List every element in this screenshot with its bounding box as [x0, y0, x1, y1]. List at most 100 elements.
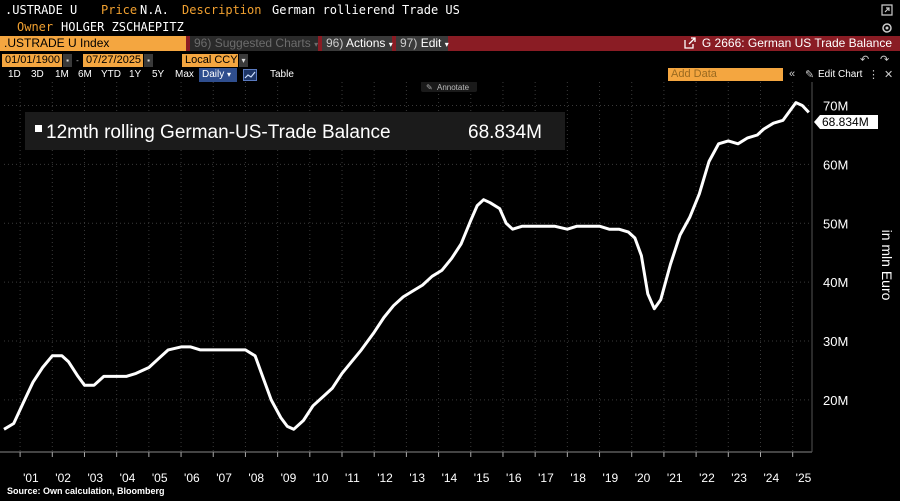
frequency-select[interactable]: Daily ▾ — [199, 68, 237, 82]
edit-menu-button[interactable]: 97) Edit ▾ — [396, 36, 449, 51]
owner-value: HOLGER ZSCHAEPITZ — [61, 20, 184, 34]
description-label: Description — [182, 3, 262, 17]
x-tick-label: '21 — [667, 471, 683, 485]
last-value-tag: 68.834M — [814, 115, 878, 129]
chart-window-title: G 2666: German US Trade Balance — [684, 36, 892, 51]
y-tick-label: 50M — [823, 216, 848, 231]
grid — [4, 82, 812, 452]
table-toggle[interactable]: Table — [270, 69, 294, 80]
y-tick-label: 20M — [823, 393, 848, 408]
period-1y[interactable]: 1Y — [129, 69, 142, 80]
x-tick-label: '09 — [281, 471, 297, 485]
start-date-input[interactable]: 01/01/1900 — [2, 54, 62, 67]
owner-label: Owner — [17, 20, 54, 34]
annotate-button[interactable]: ✎ Annotate — [421, 82, 477, 92]
chevron-down-icon: ▾ — [444, 40, 449, 49]
x-tick-label: '15 — [474, 471, 490, 485]
period-5y[interactable]: 5Y — [152, 69, 165, 80]
suggested-charts-button[interactable]: 96) Suggested Charts ▾ — [190, 36, 318, 51]
y-tick-label: 70M — [823, 99, 848, 114]
collapse-icon[interactable]: « — [789, 68, 796, 80]
x-tick-label: '02 — [55, 471, 71, 485]
x-tick-label: '12 — [377, 471, 393, 485]
x-tick-label: '07 — [216, 471, 232, 485]
y-tick-label: 30M — [823, 334, 848, 349]
end-date-input[interactable]: 07/27/2025 — [83, 54, 143, 67]
x-tick-label: '22 — [699, 471, 715, 485]
edit-label: Edit — [420, 36, 442, 50]
x-tick-label: '03 — [87, 471, 103, 485]
close-icon[interactable]: ✕ — [884, 69, 894, 81]
actions-num: 96) — [326, 36, 344, 50]
period-ytd[interactable]: YTD — [101, 69, 121, 80]
series-line — [3, 101, 810, 431]
x-tick-label: '11 — [345, 471, 360, 485]
period-bar: 1D 3D 1M 6M YTD 1Y 5Y Max Daily ▾ Table … — [0, 68, 900, 82]
edit-num: 97) — [400, 36, 418, 50]
x-tick-label: '16 — [506, 471, 522, 485]
last-value-tag-text: 68.834M — [822, 115, 869, 129]
security-header: .USTRADE U Price N.A. Description German… — [0, 0, 900, 19]
chevron-down-icon: ▾ — [388, 40, 393, 49]
price-value: N.A. — [140, 3, 169, 17]
x-tick-label: '14 — [442, 471, 458, 485]
actions-label: Actions — [346, 36, 386, 50]
chevron-down-icon[interactable]: ▾ — [239, 54, 248, 67]
undo-icon[interactable]: ↶ — [860, 54, 870, 66]
add-data-input[interactable]: Add Data — [668, 68, 783, 81]
x-tick-label: '19 — [603, 471, 619, 485]
edit-chart-button[interactable]: Edit Chart — [818, 69, 863, 80]
x-tick-label: '17 — [538, 471, 554, 485]
y-axis: 20M 30M 40M 50M 60M 70M — [823, 99, 848, 408]
legend-background — [25, 112, 565, 150]
x-tick-label: '23 — [731, 471, 747, 485]
x-tick-label: '25 — [796, 471, 812, 485]
x-axis: '01 '02 '03 '04 '05 '06 '07 '08 '09 '10 '11 '12 '13 '… — [0, 82, 813, 485]
toolbar: .USTRADE U Index 96) Suggested Charts ▾ … — [0, 36, 900, 51]
y-tick-label: 60M — [823, 157, 848, 172]
frequency-label: Daily — [202, 69, 225, 80]
calendar-icon[interactable]: ▪ — [63, 54, 72, 67]
period-1d[interactable]: 1D — [8, 69, 21, 80]
calendar-icon[interactable]: ▪ — [144, 54, 153, 67]
suggested-num: 96) — [194, 36, 212, 50]
period-max[interactable]: Max — [175, 69, 194, 80]
legend-swatch — [35, 125, 42, 132]
date-controls: 01/01/1900 ▪ - 07/27/2025 ▪ Local CCY ▾ … — [0, 53, 900, 67]
x-tick-label: '10 — [313, 471, 329, 485]
actions-menu-button[interactable]: 96) Actions ▾ — [322, 36, 393, 51]
description-value: German rollierend Trade US — [272, 3, 460, 17]
owner-row: Owner HOLGER ZSCHAEPITZ — [0, 19, 900, 36]
currency-select[interactable]: Local CCY — [182, 54, 238, 67]
x-tick-label: '20 — [635, 471, 651, 485]
more-options-icon[interactable]: ⋮ — [868, 69, 879, 81]
period-1m[interactable]: 1M — [55, 69, 69, 80]
y-axis-label: in mln Euro — [879, 230, 895, 301]
period-3d[interactable]: 3D — [31, 69, 44, 80]
period-6m[interactable]: 6M — [78, 69, 92, 80]
chart-window-title-text: G 2666: German US Trade Balance — [701, 36, 892, 50]
x-tick-label: '01 — [23, 471, 39, 485]
edit-pencil-icon: ✎ — [426, 83, 433, 92]
edit-chart-icon[interactable]: ✎ — [805, 69, 815, 81]
legend: 12mth rolling German-US-Trade Balance 68… — [25, 112, 565, 150]
redo-icon[interactable]: ↷ — [880, 54, 890, 66]
external-link-icon[interactable] — [684, 37, 696, 53]
x-tick-label: '06 — [184, 471, 200, 485]
x-tick-label: '18 — [570, 471, 586, 485]
chevron-down-icon: ▾ — [314, 40, 319, 49]
security-field[interactable]: .USTRADE U Index — [0, 36, 186, 51]
price-label: Price — [101, 3, 138, 17]
date-separator: - — [73, 54, 82, 67]
expand-icon[interactable] — [880, 3, 894, 20]
legend-title: 12mth rolling German-US-Trade Balance — [46, 122, 391, 143]
line-chart-icon[interactable] — [243, 69, 257, 84]
source-note: Source: Own calculation, Bloomberg — [7, 486, 165, 496]
ticker-label: .USTRADE U — [5, 3, 78, 17]
x-tick-label: '08 — [248, 471, 264, 485]
settings-icon[interactable] — [880, 21, 894, 38]
x-tick-label: '04 — [120, 471, 136, 485]
annotate-label: Annotate — [437, 83, 470, 92]
x-tick-label: '13 — [409, 471, 425, 485]
